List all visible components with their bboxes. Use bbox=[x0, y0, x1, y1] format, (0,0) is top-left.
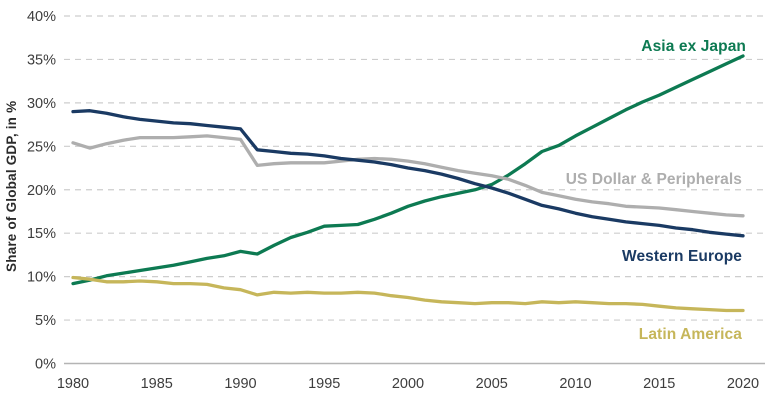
y-axis-title: Share of Global GDP, in % bbox=[4, 101, 19, 272]
y-tick-label-10: 10% bbox=[27, 270, 56, 286]
series-line-latin-america bbox=[71, 275, 745, 313]
series-label-asia-ex-japan: Asia ex Japan bbox=[641, 38, 746, 55]
x-tick-label-1995: 1995 bbox=[308, 376, 340, 392]
y-tick-label-25: 25% bbox=[27, 139, 56, 155]
series-line-asia-ex-japan bbox=[71, 54, 745, 286]
y-tick-label-30: 30% bbox=[27, 96, 56, 112]
x-tick-label-1985: 1985 bbox=[141, 376, 173, 392]
gridlines-layer bbox=[64, 15, 765, 321]
y-tick-label-5: 5% bbox=[35, 313, 56, 329]
series-label-us-dollar-peripherals: US Dollar & Peripherals bbox=[566, 171, 742, 188]
x-tick-label-2005: 2005 bbox=[476, 376, 508, 392]
x-tick-label-2020: 2020 bbox=[727, 376, 759, 392]
y-tick-label-35: 35% bbox=[27, 52, 56, 68]
x-tick-label-2000: 2000 bbox=[392, 376, 424, 392]
y-tick-label-40: 40% bbox=[27, 9, 56, 25]
series-line-us-dollar-peripherals bbox=[71, 134, 745, 218]
x-tick-label-1990: 1990 bbox=[224, 376, 256, 392]
series-label-latin-america: Latin America bbox=[639, 326, 743, 343]
y-tick-label-15: 15% bbox=[27, 226, 56, 242]
series-label-western-europe: Western Europe bbox=[622, 248, 742, 265]
x-tick-label-2015: 2015 bbox=[643, 376, 675, 392]
y-tick-label-0: 0% bbox=[35, 357, 56, 373]
series-lines-layer bbox=[71, 54, 745, 313]
axes-layer: 0% 5% 10% 15% 20% 25% 30% 35% 40% 1980 1985 1990 199… bbox=[27, 9, 765, 392]
series-line-western-europe bbox=[71, 109, 745, 238]
x-tick-label-2010: 2010 bbox=[559, 376, 591, 392]
x-tick-label-1980: 1980 bbox=[57, 376, 89, 392]
series-labels-layer: Asia ex Japan US Dollar & Peripherals West… bbox=[566, 38, 746, 343]
y-tick-label-20: 20% bbox=[27, 183, 56, 199]
